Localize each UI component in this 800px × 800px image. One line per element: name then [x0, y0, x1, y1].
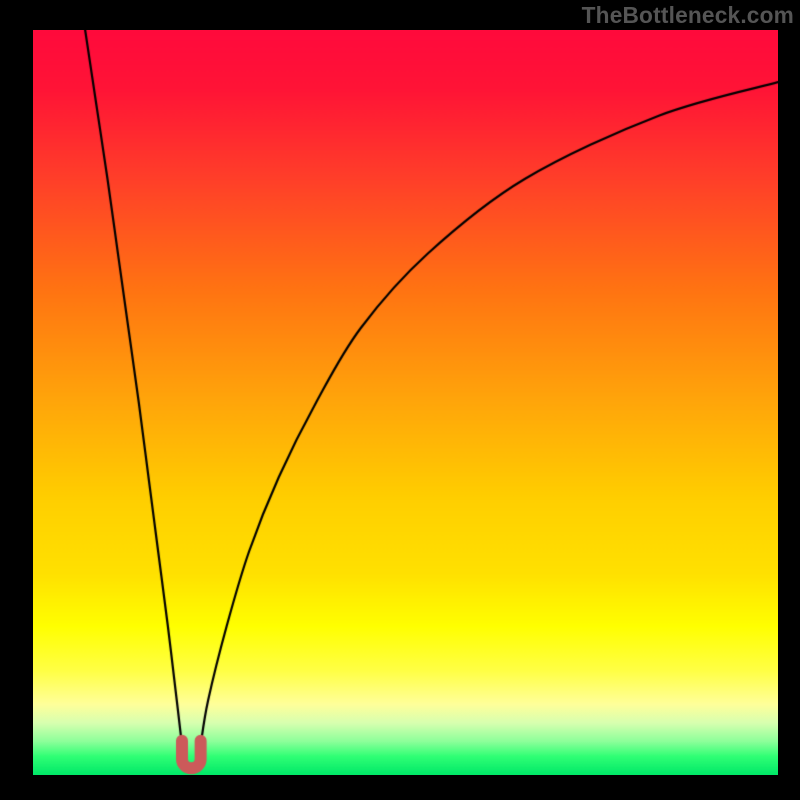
figure-root: TheBottleneck.com: [0, 0, 800, 800]
watermark-text: TheBottleneck.com: [582, 2, 794, 29]
plot-canvas: [33, 30, 778, 775]
plot-area: [33, 30, 778, 775]
